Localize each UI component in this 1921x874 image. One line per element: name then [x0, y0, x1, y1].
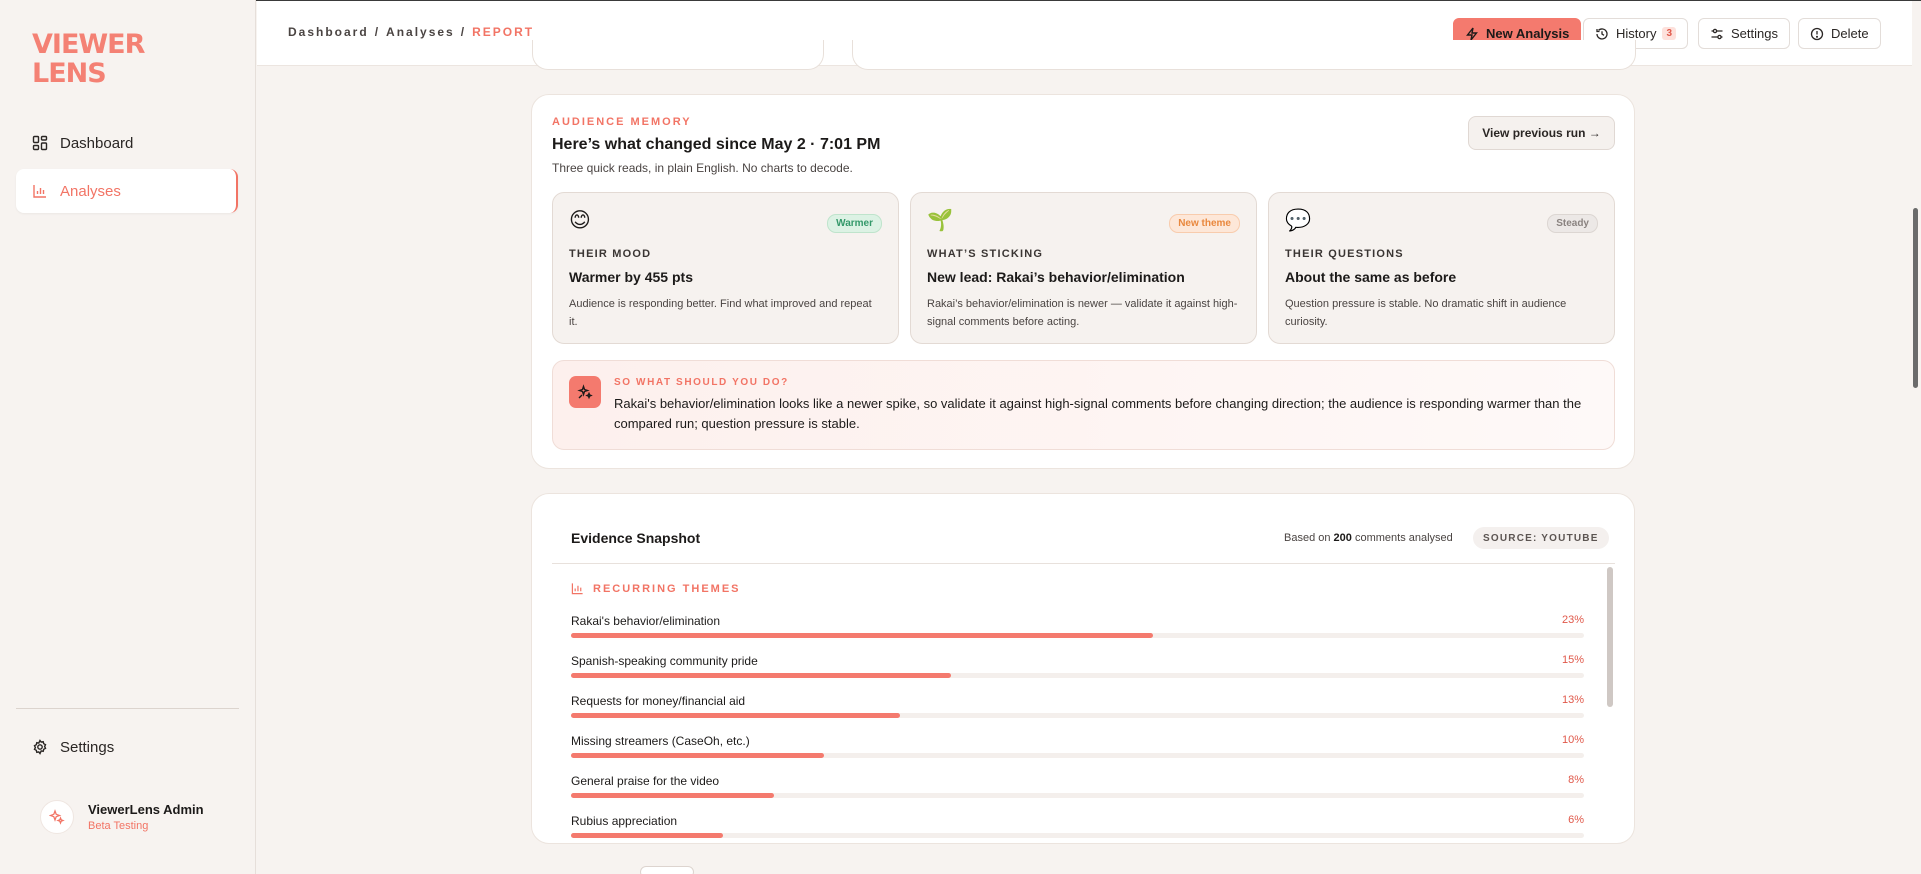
lightning-icon — [1465, 27, 1479, 41]
theme-name: Missing streamers (CaseOh, etc.) — [571, 734, 750, 748]
so-what-callout: SO WHAT SHOULD YOU DO? Rakai's behavior/… — [552, 360, 1615, 450]
info-circle-icon — [1810, 27, 1824, 41]
tile-body: Question pressure is stable. No dramatic… — [1285, 298, 1567, 328]
dashboard-icon — [32, 135, 48, 151]
bar-chart-icon — [32, 183, 48, 199]
sparkle-icon — [569, 376, 601, 408]
avatar — [40, 800, 74, 834]
sidebar-item-label: Dashboard — [60, 134, 134, 152]
theme-percent: 15% — [1561, 654, 1584, 666]
bar-chart-icon — [571, 582, 584, 595]
sidebar: VIEWER LENS Dashboard Analyses Settings — [0, 0, 256, 874]
status-badge: New theme — [1169, 214, 1240, 233]
tile-headline: About the same as before — [1285, 269, 1457, 285]
tile-headline: Warmer by 455 pts — [569, 269, 693, 285]
theme-bar-fill — [571, 753, 825, 758]
source-badge: SOURCE: YOUTUBE — [1473, 527, 1609, 549]
history-count-badge: 3 — [1662, 27, 1677, 40]
sidebar-divider — [16, 708, 239, 709]
status-badge: Warmer — [827, 214, 882, 233]
history-icon — [1595, 27, 1609, 41]
theme-row: Rubius appreciation 6% — [571, 814, 1584, 843]
seedling-icon: 🌱 — [927, 209, 954, 232]
theme-name: Rakai's behavior/elimination — [571, 614, 721, 628]
mood-tile: 😊 Warmer THEIR MOOD Warmer by 455 pts Au… — [552, 192, 899, 344]
tile-body: Audience is responding better. Find what… — [569, 298, 872, 328]
tile-label: THEIR MOOD — [569, 248, 652, 260]
theme-row: Spanish-speaking community pride 15% — [571, 654, 1584, 688]
evidence-title: Evidence Snapshot — [571, 530, 701, 546]
app-logo[interactable]: VIEWER LENS — [32, 29, 145, 89]
theme-bar-fill — [571, 673, 951, 678]
previous-card-edge — [532, 40, 824, 70]
theme-bar-fill — [571, 793, 774, 798]
evidence-snapshot-card: Evidence Snapshot Based on 200 comments … — [531, 493, 1635, 844]
breadcrumb-dashboard[interactable]: Dashboard — [288, 25, 369, 39]
audience-memory-title: Here’s what changed since May 2 · 7:01 P… — [552, 136, 881, 153]
tile-body: Rakai’s behavior/elimination is newer — … — [927, 298, 1238, 328]
speech-bubble-icon: 💬 — [1285, 209, 1312, 232]
tile-label: THEIR QUESTIONS — [1285, 248, 1404, 260]
questions-tile: 💬 Steady THEIR QUESTIONS About the same … — [1268, 192, 1615, 344]
window-top-edge — [0, 0, 1921, 1]
themes-scrollbar[interactable] — [1607, 567, 1613, 707]
settings-button[interactable]: Settings — [1698, 18, 1790, 49]
gear-icon — [32, 739, 48, 755]
comment-count: 200 — [1333, 532, 1352, 544]
user-role: Beta Testing — [88, 820, 149, 832]
theme-row: Missing streamers (CaseOh, etc.) 10% — [571, 734, 1584, 768]
user-profile[interactable]: ViewerLens Admin Beta Testing — [40, 800, 204, 834]
theme-row: Requests for money/financial aid 13% — [571, 694, 1584, 728]
audience-memory-subtitle: Three quick reads, in plain English. No … — [552, 161, 853, 175]
theme-row: General praise for the video 8% — [571, 774, 1584, 808]
theme-percent: 8% — [1568, 774, 1584, 786]
sidebar-item-dashboard[interactable]: Dashboard — [16, 121, 238, 165]
comment-count-text: Based on 200 comments analysed — [1284, 532, 1453, 544]
theme-bar-fill — [571, 713, 901, 718]
theme-bar-track — [571, 713, 1584, 718]
theme-percent: 13% — [1561, 694, 1584, 706]
breadcrumb-analyses[interactable]: Analyses — [386, 25, 455, 39]
audience-memory-eyebrow: AUDIENCE MEMORY — [552, 116, 692, 128]
pagination-control[interactable] — [640, 866, 694, 874]
theme-percent: 6% — [1568, 814, 1584, 826]
theme-name: Spanish-speaking community pride — [571, 654, 758, 668]
smile-icon: 😊 — [569, 209, 591, 232]
audience-memory-card: AUDIENCE MEMORY Here’s what changed sinc… — [531, 94, 1635, 469]
section-divider — [552, 563, 1615, 564]
sticking-tile: 🌱 New theme WHAT’S STICKING New lead: Ra… — [910, 192, 1257, 344]
previous-card-edge — [852, 40, 1636, 70]
sidebar-item-label: Settings — [60, 738, 115, 756]
delete-button[interactable]: Delete — [1798, 18, 1881, 49]
theme-bar-track — [571, 793, 1584, 798]
view-previous-run-button[interactable]: View previous run → — [1468, 116, 1615, 150]
theme-percent: 23% — [1561, 614, 1584, 626]
sparkle-icon — [49, 809, 65, 825]
so-what-text: Rakai's behavior/elimination looks like … — [614, 396, 1582, 431]
theme-bar-track — [571, 673, 1584, 678]
page-scrollbar[interactable] — [1913, 208, 1918, 388]
theme-bar-track — [571, 833, 1584, 838]
theme-bar-fill — [571, 633, 1154, 638]
theme-percent: 10% — [1561, 734, 1584, 746]
theme-row: Rakai's behavior/elimination 23% — [571, 614, 1584, 648]
user-name: ViewerLens Admin — [88, 802, 204, 817]
sidebar-item-label: Analyses — [60, 182, 121, 200]
sliders-icon — [1710, 27, 1724, 41]
theme-bar-fill — [571, 833, 723, 838]
sidebar-item-settings[interactable]: Settings — [16, 725, 238, 769]
recurring-themes-heading: RECURRING THEMES — [571, 582, 741, 595]
tile-label: WHAT’S STICKING — [927, 248, 1044, 260]
theme-name: Rubius appreciation — [571, 814, 678, 828]
theme-bar-track — [571, 633, 1584, 638]
breadcrumb: Dashboard / Analyses / REPORT — [288, 25, 535, 39]
breadcrumb-current: REPORT — [472, 25, 535, 39]
theme-name: General praise for the video — [571, 774, 720, 788]
sidebar-item-analyses[interactable]: Analyses — [16, 169, 238, 213]
status-badge: Steady — [1547, 214, 1598, 233]
theme-name: Requests for money/financial aid — [571, 694, 746, 708]
tile-headline: New lead: Rakai’s behavior/elimination — [927, 269, 1185, 285]
so-what-eyebrow: SO WHAT SHOULD YOU DO? — [614, 377, 789, 388]
theme-bar-track — [571, 753, 1584, 758]
